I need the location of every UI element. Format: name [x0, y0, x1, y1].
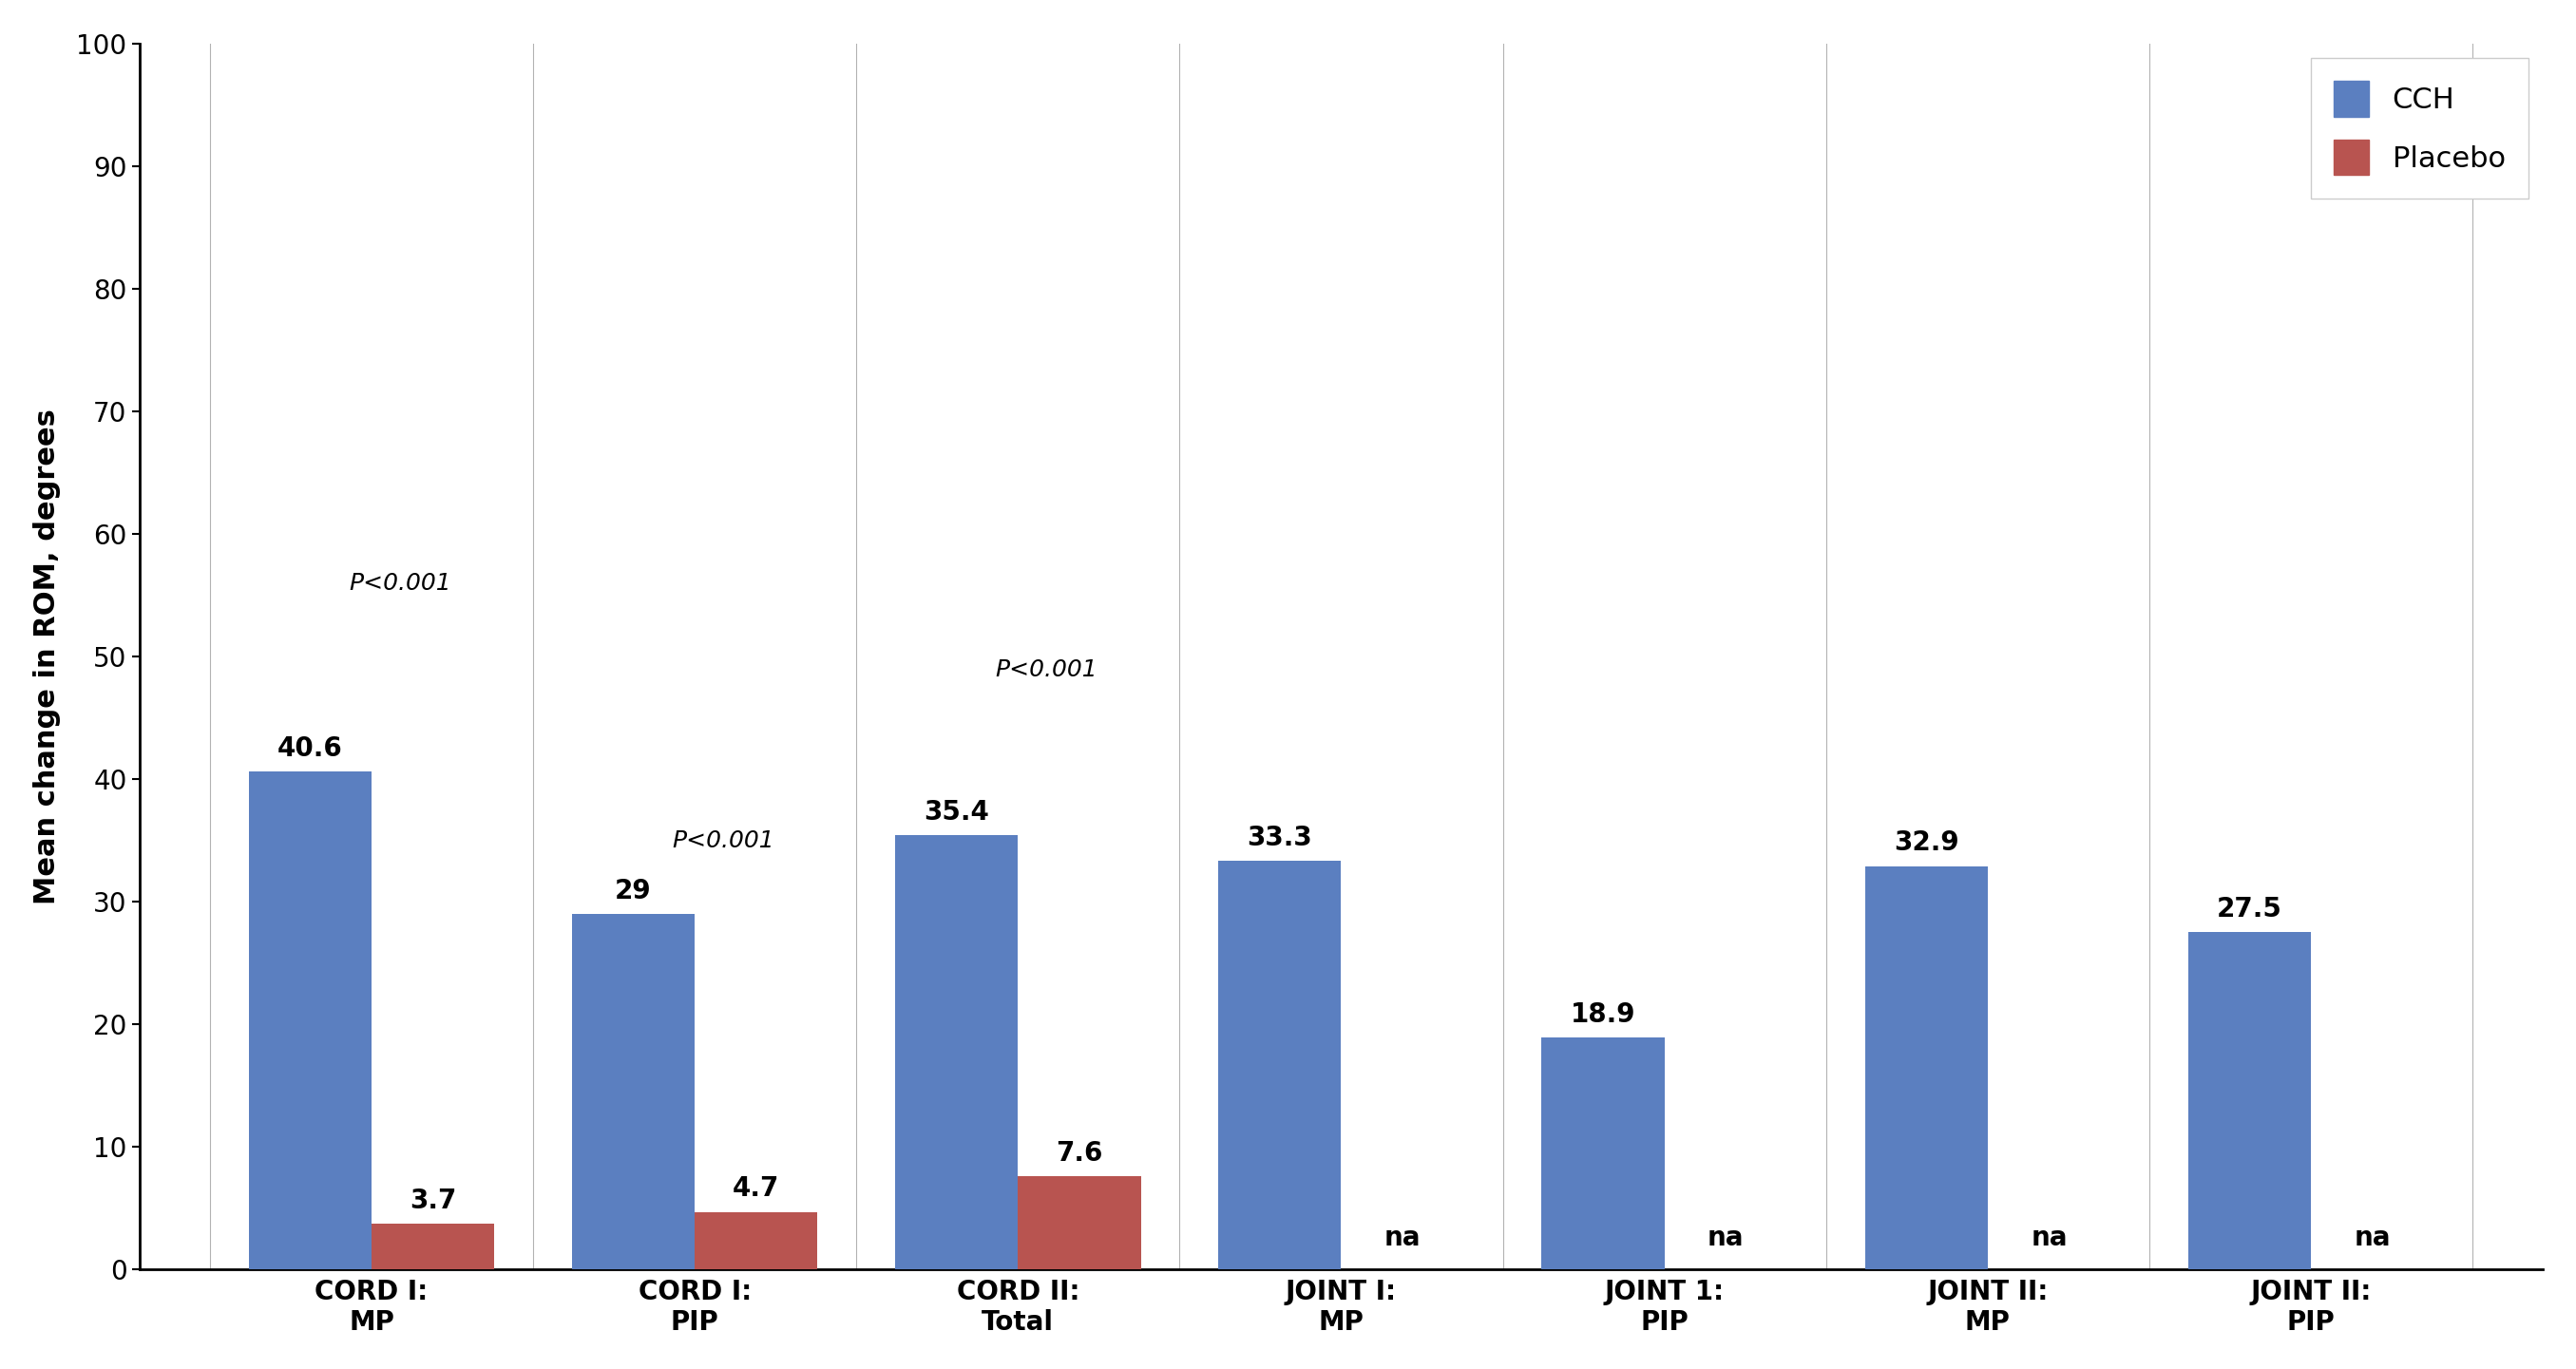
- Text: na: na: [1708, 1224, 1744, 1251]
- Text: P<0.001: P<0.001: [672, 830, 775, 853]
- Text: 7.6: 7.6: [1056, 1140, 1103, 1166]
- Bar: [572, 914, 696, 1269]
- Bar: [371, 1224, 495, 1269]
- Text: 4.7: 4.7: [732, 1176, 781, 1202]
- Text: na: na: [2354, 1224, 2391, 1251]
- Bar: [1218, 861, 1342, 1269]
- Text: 3.7: 3.7: [410, 1188, 456, 1214]
- Text: na: na: [1383, 1224, 1422, 1251]
- Text: 29: 29: [616, 878, 652, 904]
- Text: 18.9: 18.9: [1571, 1001, 1636, 1028]
- Bar: [894, 835, 1018, 1269]
- Bar: [1540, 1038, 1664, 1269]
- Bar: [1018, 1176, 1141, 1269]
- Text: 33.3: 33.3: [1247, 824, 1311, 852]
- Y-axis label: Mean change in ROM, degrees: Mean change in ROM, degrees: [33, 408, 62, 905]
- Text: 35.4: 35.4: [925, 799, 989, 826]
- Text: P<0.001: P<0.001: [994, 658, 1097, 680]
- Bar: [250, 772, 371, 1269]
- Text: 40.6: 40.6: [278, 735, 343, 761]
- Bar: [696, 1212, 817, 1269]
- Legend: CCH, Placebo: CCH, Placebo: [2311, 57, 2530, 199]
- Text: 27.5: 27.5: [2218, 895, 2282, 923]
- Text: 32.9: 32.9: [1893, 830, 1958, 856]
- Text: na: na: [2030, 1224, 2069, 1251]
- Text: P<0.001: P<0.001: [348, 572, 451, 596]
- Bar: [2187, 932, 2311, 1269]
- Bar: [1865, 867, 1989, 1269]
